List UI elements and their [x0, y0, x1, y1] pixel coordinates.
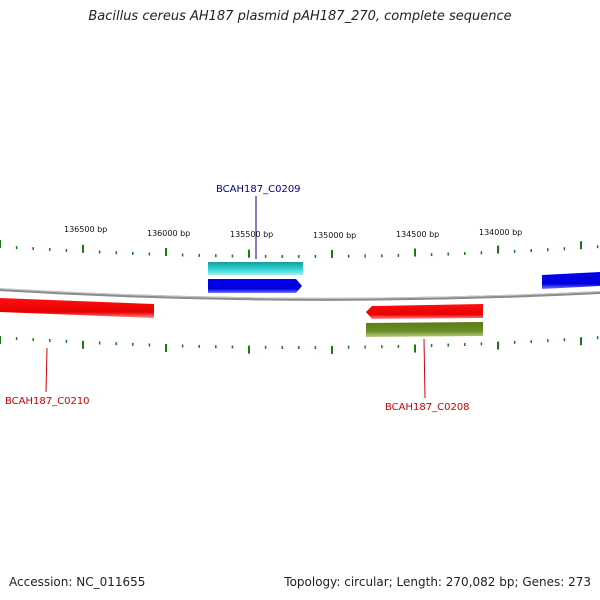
- ruler-labels: 136500 bp 136000 bp 135500 bp 135000 bp …: [64, 225, 522, 240]
- stats-text: Topology: circular; Length: 270,082 bp; …: [284, 575, 591, 589]
- gene-label[interactable]: BCAH187_C0209: [216, 184, 301, 195]
- accession-text: Accession: NC_011655: [9, 575, 146, 589]
- ruler-label: 134000 bp: [479, 228, 522, 237]
- gene-arrow-blue[interactable]: [208, 279, 302, 293]
- gene-feature-cyan[interactable]: [208, 262, 303, 275]
- plasmid-backbone: [0, 288, 600, 301]
- ruler-label: 136500 bp: [64, 225, 107, 234]
- gene-arrow-red[interactable]: [366, 304, 483, 319]
- ruler-label: 136000 bp: [147, 229, 190, 238]
- gene-arrow-red-left[interactable]: [0, 298, 154, 318]
- map-title: Bacillus cereus AH187 plasmid pAH187_270…: [88, 9, 512, 24]
- outer-tick-ring: [0, 240, 599, 258]
- gene-label[interactable]: BCAH187_C0210: [5, 396, 90, 407]
- ruler-label: 135000 bp: [313, 231, 356, 240]
- gene-feature-olive[interactable]: [366, 322, 483, 337]
- gene-leader-line: [45, 347, 48, 393]
- inner-tick-ring: [0, 336, 599, 354]
- ruler-label: 135500 bp: [230, 230, 273, 239]
- gene-label[interactable]: BCAH187_C0208: [385, 402, 470, 413]
- gene-leader-line: [423, 338, 426, 399]
- gene-arrow-blue-right[interactable]: [542, 272, 600, 289]
- ruler-label: 134500 bp: [396, 230, 439, 239]
